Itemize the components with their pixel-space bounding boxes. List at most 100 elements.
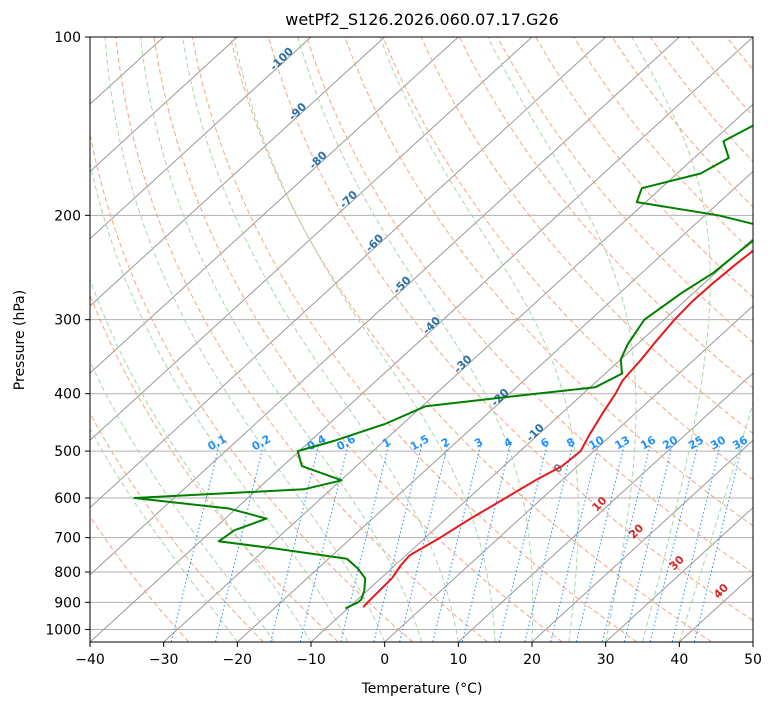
mixing-ratio-line <box>649 445 699 642</box>
x-tick-label: 30 <box>597 652 615 668</box>
x-tick-label: −30 <box>149 652 179 668</box>
dry-adiabat-line <box>90 131 414 642</box>
isotherm-line <box>90 37 238 173</box>
x-tick-label: 10 <box>449 652 467 668</box>
dry-adiabat-line <box>306 37 753 574</box>
temperature-label: 40 <box>711 581 731 601</box>
profile-lines <box>133 124 753 609</box>
moist-adiabat-line <box>90 360 275 642</box>
dry-adiabat-line <box>268 37 753 622</box>
isotherm-line <box>163 103 753 642</box>
isotherm-label: -40 <box>420 314 443 337</box>
dry-adiabat-line <box>153 37 563 642</box>
mixing-ratio-label: 36 <box>730 433 750 452</box>
x-tick-label: 0 <box>380 652 389 668</box>
mixing-ratio-label: 25 <box>686 433 706 452</box>
y-tick-label: 600 <box>54 491 81 507</box>
moist-adiabat-line <box>140 37 422 642</box>
mixing-ratio-line <box>693 445 743 642</box>
dry-adiabat-line <box>115 37 488 642</box>
isotherm-line <box>90 37 533 442</box>
mixing-ratio-line <box>524 445 574 642</box>
dry-adiabat-line <box>535 37 753 298</box>
y-tick-label: 1000 <box>45 622 81 638</box>
x-tick-label: 20 <box>523 652 541 668</box>
dewpoint-profile-line <box>133 124 753 609</box>
moist-adiabat-line <box>678 401 753 642</box>
mixing-ratio-label: 1 <box>380 435 393 450</box>
mixing-ratio-label: 0.6 <box>334 432 358 453</box>
dry-adiabat-line <box>687 37 753 117</box>
dry-adiabat-line <box>90 412 264 642</box>
dry-adiabat-line <box>765 37 775 642</box>
y-tick-label: 700 <box>54 531 81 547</box>
isotherm-label: -60 <box>363 231 386 254</box>
isotherm-label: -90 <box>286 100 309 123</box>
isotherm-label: -70 <box>337 188 360 211</box>
mixing-ratio-line <box>550 445 599 642</box>
y-axis-label: Pressure (hPa) <box>12 290 28 390</box>
mixing-ratio-line <box>623 445 673 642</box>
mixing-ratio-line <box>601 445 651 642</box>
y-tick-label: 200 <box>54 208 81 224</box>
mixing-ratio-label: 3 <box>472 435 485 450</box>
isotherm-label: -30 <box>451 352 474 375</box>
isotherm-line <box>90 37 607 509</box>
y-tick-label: 800 <box>54 565 81 581</box>
isotherm-line <box>90 37 386 307</box>
mixing-ratio-label: 0.2 <box>250 432 273 453</box>
temperature-label: 20 <box>626 521 646 541</box>
mixing-ratio-line <box>498 445 548 642</box>
mixing-ratio-line <box>432 445 481 642</box>
mixing-ratio-label: 8 <box>564 435 577 450</box>
mixing-ratio-line <box>340 445 389 642</box>
mixing-ratio-line <box>399 445 448 642</box>
moist-adiabat-line <box>379 37 579 642</box>
y-tick-label: 400 <box>54 387 81 403</box>
mixing-ratio-line <box>671 445 721 642</box>
chart-title: wetPf2_S126.2026.060.07.17.G26 <box>285 10 559 30</box>
x-tick-label: 40 <box>670 652 688 668</box>
dry-adiabat-line <box>573 37 753 253</box>
moist-adiabat-line <box>631 37 711 642</box>
x-axis-label: Temperature (°C) <box>361 681 483 697</box>
dry-adiabat-line <box>229 37 712 642</box>
dry-adiabat-line <box>191 37 638 642</box>
moist-adiabat-line <box>487 37 637 642</box>
mixing-ratio-line <box>299 445 349 642</box>
mixing-ratio-line <box>170 445 220 642</box>
moist-adiabat-line <box>90 278 312 642</box>
isotherm-line <box>384 305 753 642</box>
isotherm-line <box>90 37 459 374</box>
isotherm-line <box>236 170 753 642</box>
isotherm-line <box>531 439 753 642</box>
x-tick-label: 50 <box>744 652 762 668</box>
mixing-ratio-label: 30 <box>708 433 728 452</box>
mixing-ratio-label: 4 <box>502 435 515 450</box>
isotherm-line <box>457 372 753 642</box>
y-tick-label: 300 <box>54 313 81 329</box>
moist-adiabat-line <box>104 37 386 642</box>
isotherm-line <box>90 37 680 576</box>
mixing-ratio-label: 1.5 <box>408 432 431 453</box>
moist-adiabat-line <box>297 37 534 642</box>
temperature-label: 10 <box>589 494 609 514</box>
isotherm-line <box>90 37 312 240</box>
temperature-profile-line <box>362 249 753 608</box>
moist-adiabat-line <box>90 160 349 642</box>
x-tick-label: −20 <box>223 652 253 668</box>
moist-adiabat-line <box>182 37 459 642</box>
mixing-ratio-line <box>270 445 319 642</box>
mixing-ratio-line <box>373 445 422 642</box>
mixing-ratio-label: 6 <box>538 435 551 450</box>
dry-adiabat-line <box>649 37 753 163</box>
dry-adiabat-line <box>90 293 339 642</box>
dry-adiabat-line <box>382 37 753 481</box>
y-tick-label: 100 <box>54 30 81 46</box>
mixing-ratio-label: 16 <box>638 433 658 452</box>
background-grid <box>90 37 775 642</box>
axes: −40 −30 −20 −10 0 10 20 30 40 5010020030040050060… <box>45 30 762 668</box>
mixing-ratio-line <box>461 445 511 642</box>
dry-adiabat-line <box>344 37 753 527</box>
